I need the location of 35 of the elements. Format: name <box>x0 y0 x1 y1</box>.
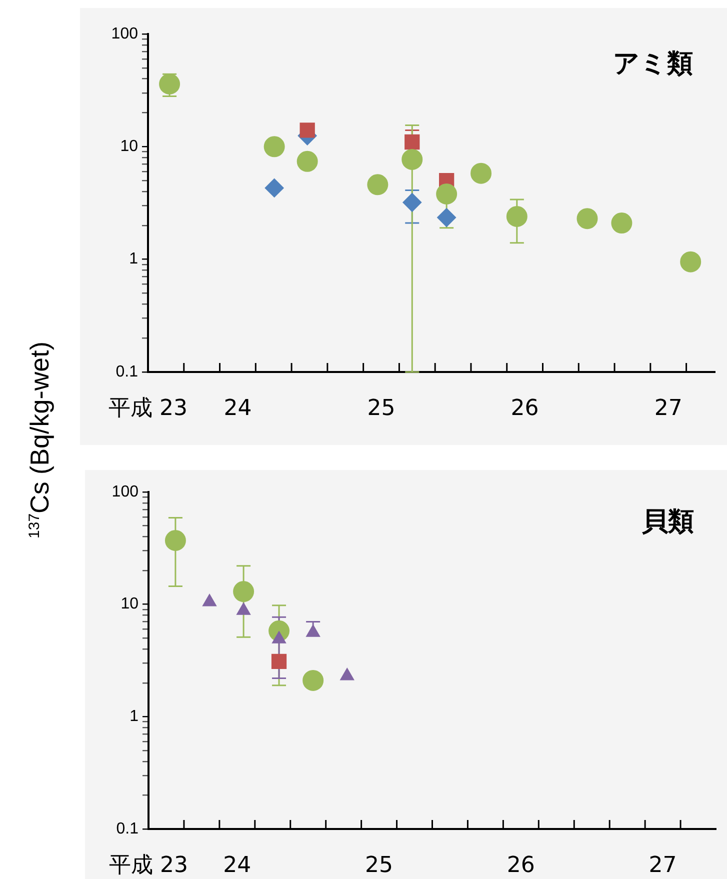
point <box>680 251 702 272</box>
x-tick-label: 25 <box>365 852 394 878</box>
point <box>436 184 458 205</box>
y-tick-label: 10 <box>120 138 138 156</box>
point <box>402 192 422 212</box>
point <box>264 178 284 198</box>
text: 貝類 <box>641 506 694 537</box>
x-tick-label: 26 <box>510 396 539 421</box>
x-tick-label: 25 <box>367 396 396 421</box>
x-tick-label: 24 <box>224 396 252 421</box>
x-tick-label: 平成 23 <box>108 396 188 421</box>
point <box>264 136 285 158</box>
text: アミ類 <box>613 48 693 79</box>
point <box>506 206 528 227</box>
point <box>367 174 388 196</box>
x-tick-label: 26 <box>506 852 535 878</box>
y-tick-label: 100 <box>112 483 139 500</box>
y-tick-label: 0.1 <box>116 363 138 380</box>
x-tick-label: 平成 23 <box>108 852 188 878</box>
point <box>300 122 315 138</box>
point <box>402 148 423 170</box>
y-tick-label: 1 <box>130 708 139 726</box>
point <box>404 134 420 150</box>
x-tick-label: 27 <box>648 852 677 878</box>
point <box>611 212 632 234</box>
point <box>576 208 598 230</box>
point <box>296 150 318 172</box>
y-tick-label: 0.1 <box>116 820 139 838</box>
y-tick-label: 100 <box>111 25 138 42</box>
x-tick-label: 27 <box>654 396 682 421</box>
y-tick-label: 10 <box>120 596 139 613</box>
point <box>470 162 492 184</box>
point <box>437 208 456 228</box>
y-tick-label: 1 <box>129 250 138 268</box>
x-tick-label: 24 <box>223 852 252 878</box>
